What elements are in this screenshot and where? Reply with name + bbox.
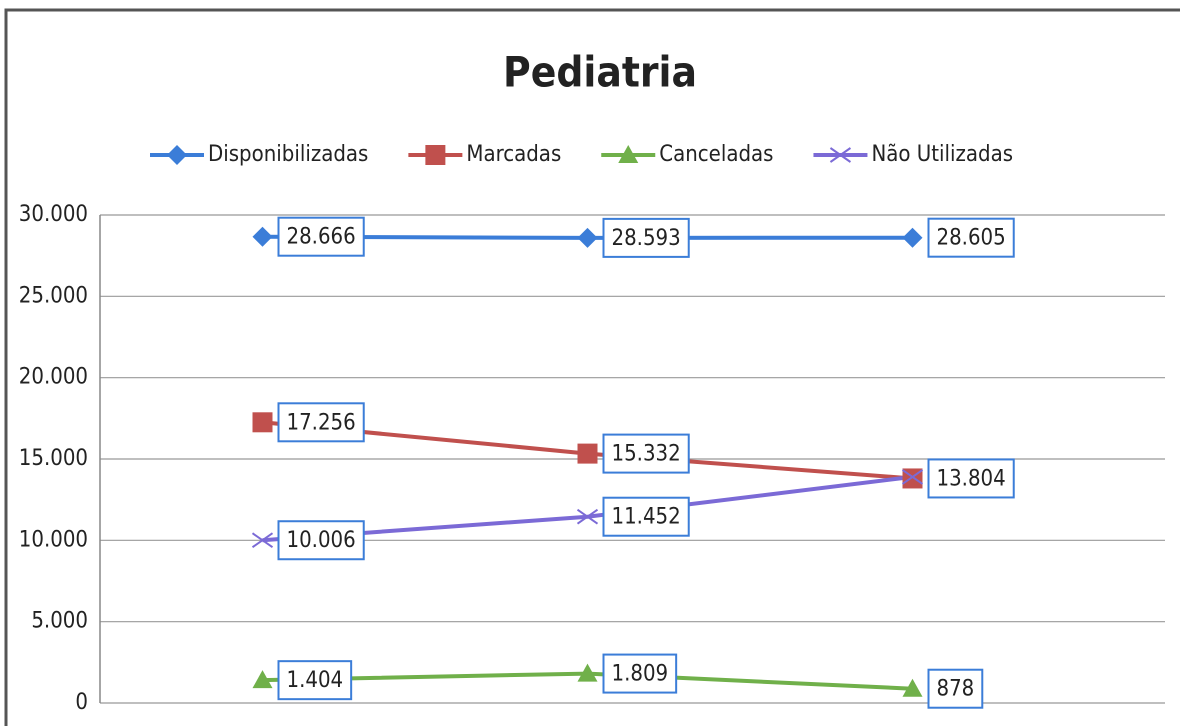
data-label-box	[602, 217, 690, 258]
marker	[576, 508, 599, 525]
data-label-text: 15.332	[612, 442, 681, 467]
marker	[577, 663, 598, 682]
data-label-box	[927, 217, 1015, 258]
marker	[252, 412, 273, 433]
data-label: 1.809	[602, 653, 678, 694]
marker	[167, 145, 187, 165]
data-label-text: 878	[937, 677, 975, 702]
data-label: 1.404	[277, 660, 353, 701]
legend-item: Canceladas	[601, 142, 773, 167]
y-tick-label: 20.000	[19, 365, 88, 390]
marker	[252, 670, 273, 689]
marker	[829, 147, 852, 163]
data-label: 28.605	[927, 217, 1015, 258]
data-label: 28.666	[277, 216, 365, 257]
y-tick-label: 25.000	[19, 283, 88, 308]
marker	[618, 145, 639, 163]
data-label: 13.804	[927, 458, 1015, 499]
chart-frame	[4, 8, 1180, 726]
data-label-box	[602, 653, 678, 694]
data-label: 15.332	[602, 433, 690, 474]
data-label-box	[602, 433, 690, 474]
marker	[902, 678, 923, 697]
data-label: 10.006	[277, 520, 365, 561]
legend-item: Não Utilizadas	[813, 142, 1013, 167]
data-label-text: 13.804	[937, 466, 1006, 491]
marker	[252, 226, 273, 247]
marker	[577, 443, 598, 464]
y-tick-label: 15.000	[19, 446, 88, 471]
data-label-box	[277, 216, 365, 257]
y-tick-label: 5.000	[31, 609, 88, 634]
y-tick-label: 10.000	[19, 527, 88, 552]
marker	[251, 532, 274, 549]
data-label-text: 28.605	[937, 226, 1006, 251]
data-label-text: 1.404	[287, 668, 344, 693]
marker	[902, 227, 923, 248]
legend-label: Canceladas	[659, 142, 773, 167]
data-label-box	[602, 496, 690, 537]
y-tick-label: 0	[75, 690, 88, 715]
data-label-box	[277, 520, 365, 561]
chart-title: Pediatria	[503, 48, 697, 97]
data-label-text: 10.006	[287, 528, 356, 553]
marker	[577, 227, 598, 248]
marker	[901, 469, 924, 485]
y-tick-label: 30.000	[19, 202, 88, 227]
data-label: 17.256	[277, 402, 365, 443]
legend-item: Disponibilizadas	[150, 142, 368, 167]
data-label: 878	[927, 668, 984, 709]
data-label: 11.452	[602, 496, 690, 537]
legend-item: Marcadas	[408, 142, 561, 167]
marker	[425, 145, 446, 165]
data-label-text: 28.593	[612, 226, 681, 251]
data-label-box	[277, 660, 353, 701]
legend-label: Marcadas	[466, 142, 561, 167]
data-label-box	[927, 458, 1015, 499]
data-label-text: 17.256	[287, 410, 356, 435]
data-label-box	[277, 402, 365, 443]
legend-label: Disponibilizadas	[208, 142, 368, 167]
data-label-text: 28.666	[287, 225, 356, 250]
data-label: 28.593	[602, 217, 690, 258]
legend-label: Não Utilizadas	[871, 142, 1013, 167]
data-label-box	[927, 668, 984, 709]
data-label-text: 11.452	[612, 505, 681, 530]
data-label-text: 1.809	[612, 662, 669, 687]
